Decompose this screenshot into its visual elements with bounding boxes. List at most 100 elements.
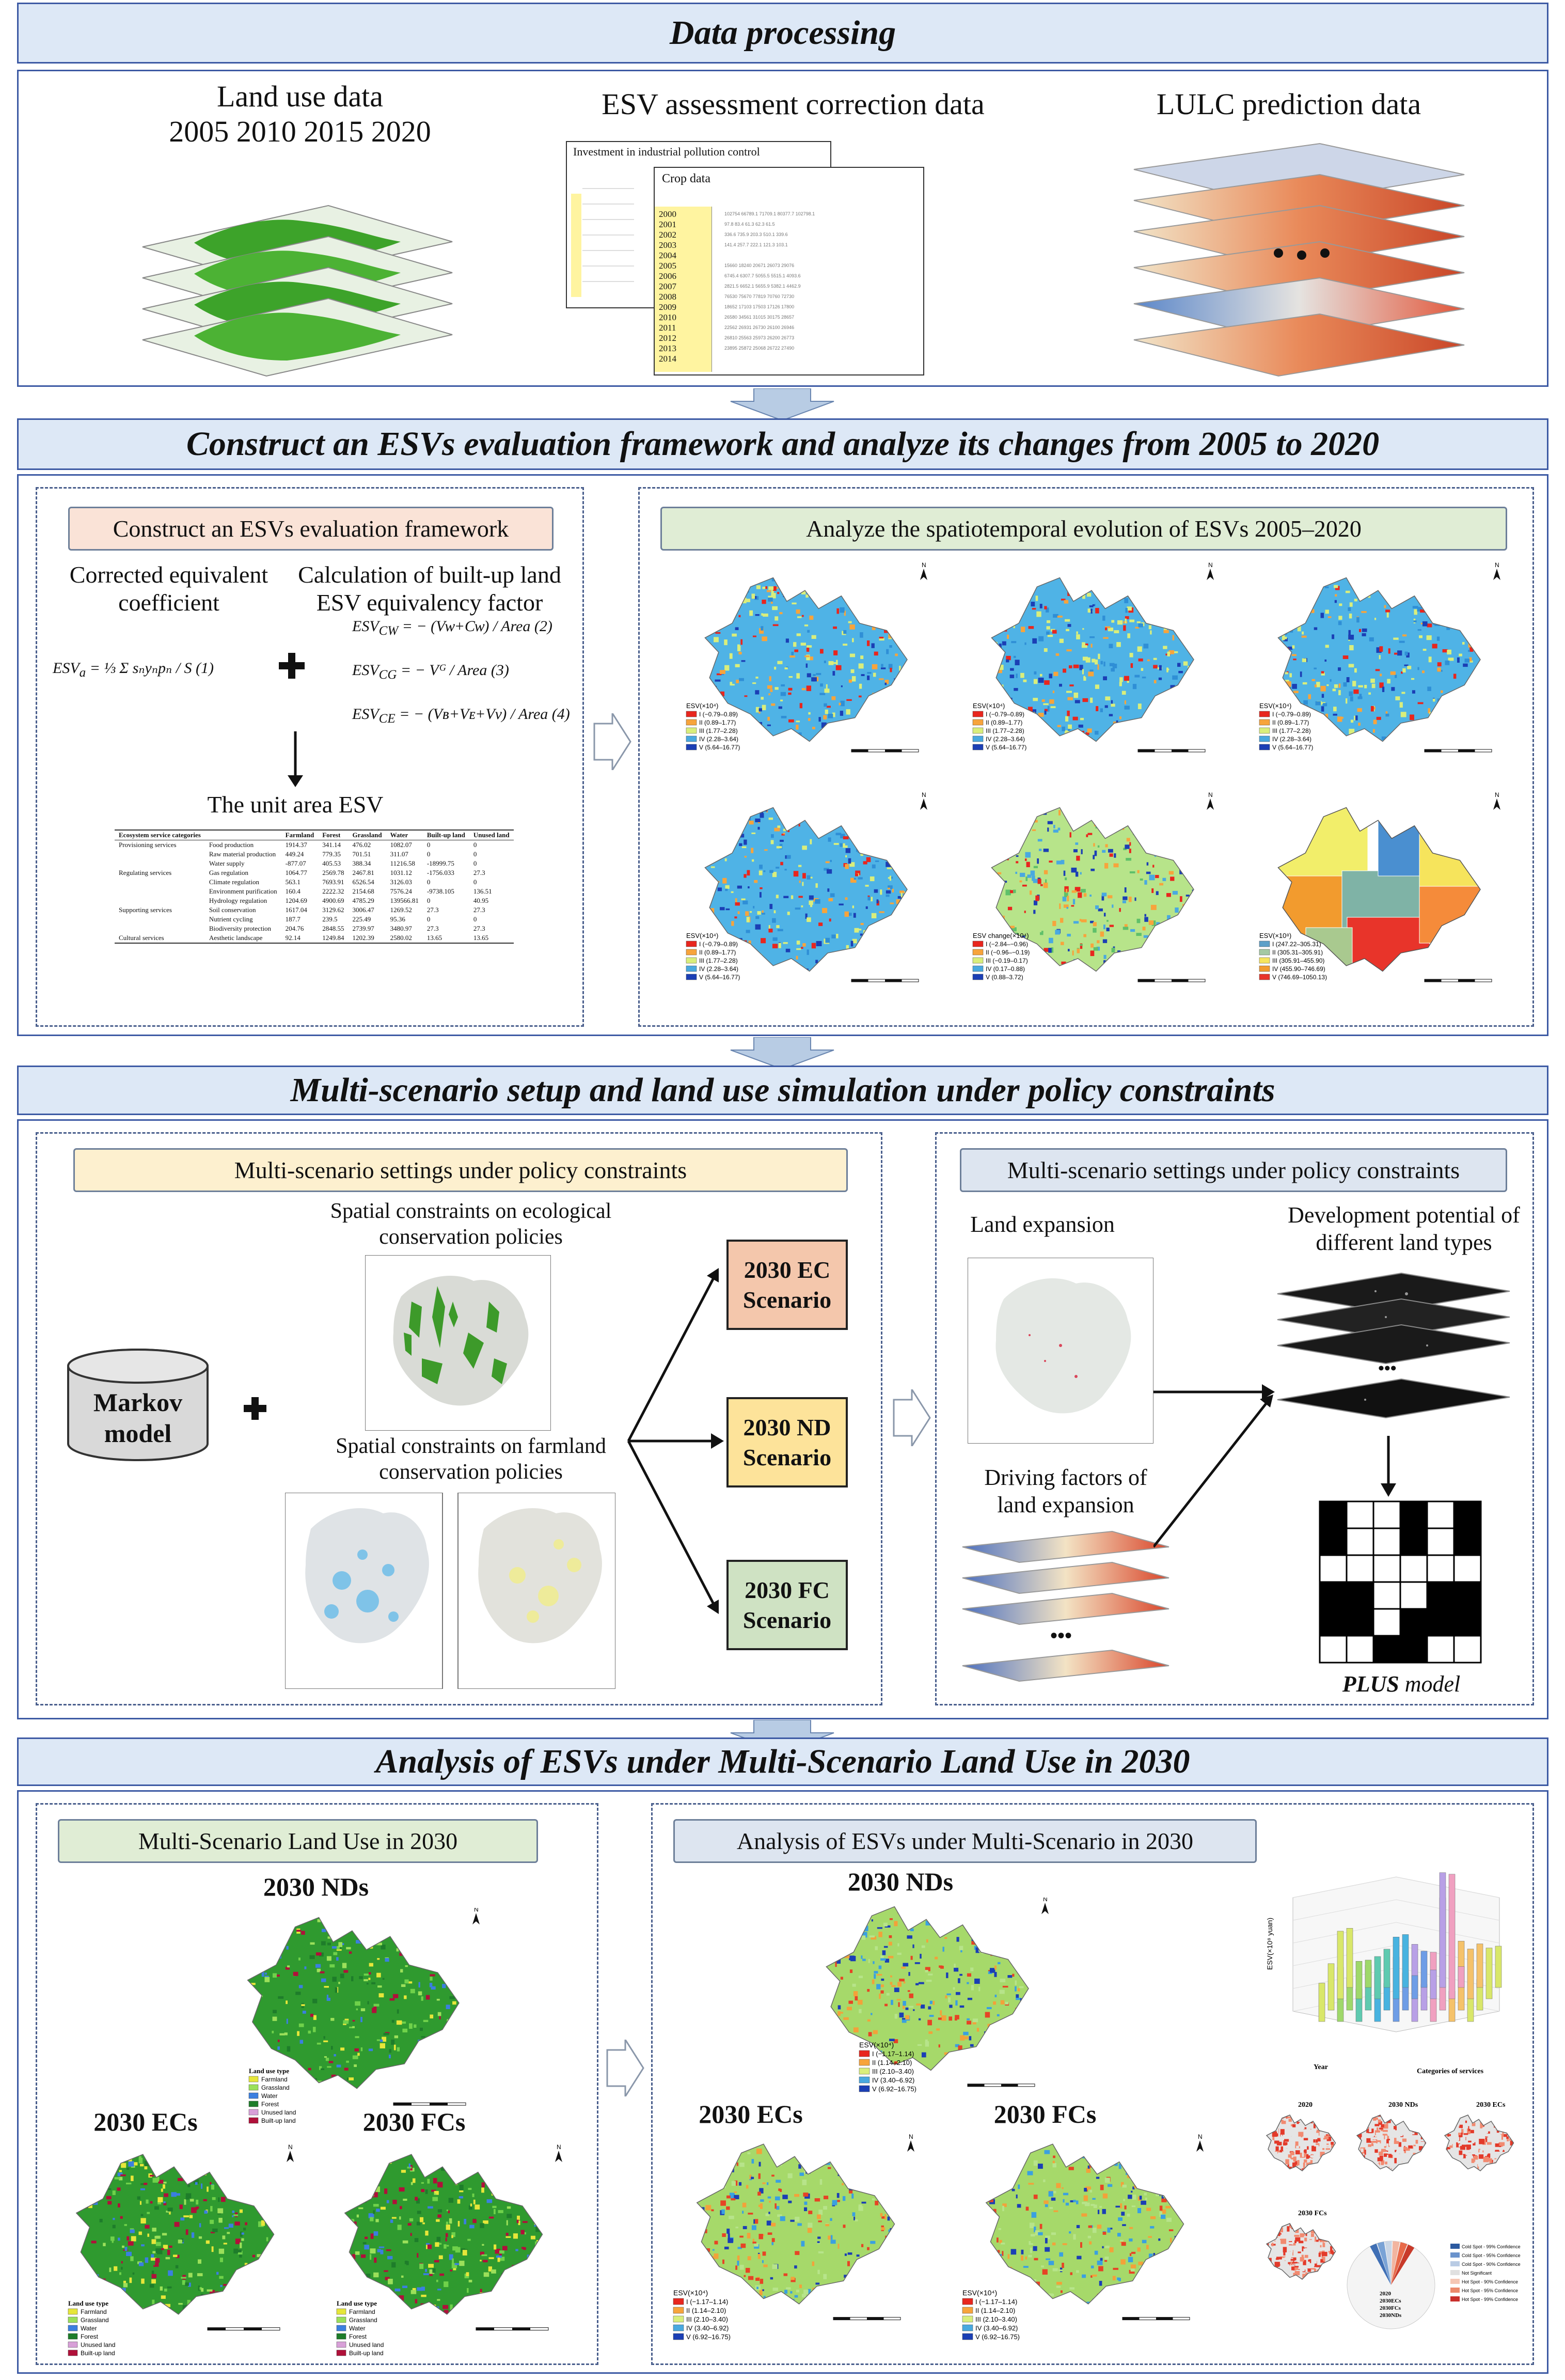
chevron-right-icon bbox=[606, 2040, 644, 2096]
legend-item: Hot Spot - 99% Confidence bbox=[1462, 2297, 1518, 2302]
legend-item: Grassland bbox=[349, 2316, 377, 2324]
grid-cell bbox=[1399, 1635, 1428, 1664]
formula-2: ESVCW = − (Vᴡ+Cᴡ) / Area (2) bbox=[352, 618, 552, 638]
pill-multi-left: Multi-scenario settings under policy con… bbox=[73, 1148, 848, 1192]
doc-year: 2004 bbox=[659, 250, 676, 260]
arrow-down-icon bbox=[1381, 1436, 1396, 1497]
pill-construct: Construct an ESVs evaluation framework bbox=[68, 507, 554, 551]
legend-item: I (−1.17–1.14) bbox=[686, 2298, 728, 2306]
framework-left-box: Construct an ESVs evaluation framework C… bbox=[36, 487, 584, 1027]
table-cell: 405.53 bbox=[322, 859, 341, 867]
plus-model-label: PLUS model bbox=[1342, 1671, 1461, 1697]
hotspot-title: 2030 FCs bbox=[1298, 2210, 1327, 2217]
plus-model-grid bbox=[1319, 1500, 1482, 1664]
legend-item: Forest bbox=[349, 2333, 367, 2340]
svg-text:N: N bbox=[474, 1908, 479, 1913]
table-cell: 136.51 bbox=[473, 887, 492, 895]
bar-3d bbox=[1495, 1946, 1502, 1988]
legend-item: III (305.91–455.90) bbox=[1272, 957, 1324, 964]
legend-item: Farmland bbox=[349, 2308, 375, 2315]
legend-item: I (−0.79–0.89) bbox=[699, 711, 738, 718]
doc-year: 2002 bbox=[659, 230, 676, 240]
legend-item: III (1.77–2.28) bbox=[1272, 727, 1311, 734]
svg-text:N: N bbox=[922, 791, 926, 798]
legend-item: V (6.92–16.75) bbox=[975, 2333, 1020, 2341]
table-header-cell: Ecosystem service categories bbox=[115, 829, 205, 840]
land-use-title: Land use data 2005 2010 2015 2020 bbox=[169, 80, 431, 149]
legend-title: ESV(×10⁴) bbox=[673, 2289, 708, 2297]
bar-3d bbox=[1318, 1983, 1325, 2022]
svg-text:N: N bbox=[922, 561, 926, 569]
eco-constraint-map bbox=[365, 1255, 551, 1431]
grid-cell bbox=[1399, 1608, 1428, 1637]
legend-item: V (5.64–16.77) bbox=[986, 744, 1026, 751]
table-cell: 2569.78 bbox=[322, 869, 344, 876]
table-cell bbox=[115, 878, 205, 887]
doc-year: 2010 bbox=[659, 312, 676, 322]
grid-cell bbox=[1453, 1608, 1482, 1637]
legend-item: IV (2.28–3.64) bbox=[699, 965, 738, 973]
legend-item: II (0.89–1.77) bbox=[699, 949, 736, 956]
table-header-cell: Unused land bbox=[469, 829, 514, 840]
table-cell: 0 bbox=[473, 878, 477, 886]
legend-title: ESV(×10⁴) bbox=[686, 932, 718, 940]
bar-3d bbox=[1476, 1944, 1483, 1988]
grid-cell bbox=[1319, 1635, 1348, 1664]
svg-text:336.6 735.9 203.3 510.1 339.6: 336.6 735.9 203.3 510.1 339.6 bbox=[724, 232, 788, 237]
grid-cell bbox=[1453, 1527, 1482, 1556]
grid-cell bbox=[1346, 1635, 1374, 1664]
grid-cell bbox=[1453, 1554, 1482, 1583]
eco-constraint-label: Spatial constraints on ecological conser… bbox=[330, 1199, 612, 1249]
table-cell: 3129.62 bbox=[322, 906, 344, 914]
table-cell: 1082.07 bbox=[390, 841, 412, 849]
grid-cell bbox=[1426, 1581, 1455, 1610]
doc-year: 2014 bbox=[659, 354, 676, 364]
farm-constraint-maps bbox=[285, 1493, 615, 1689]
legend-item: III (−0.19–0.17) bbox=[986, 957, 1028, 964]
svg-text:97.8 83.4 61.3 62.3 61.5: 97.8 83.4 61.3 62.3 61.5 bbox=[724, 222, 775, 227]
nds-title: 2030 NDs bbox=[263, 1872, 369, 1901]
svg-text:2821.5 6652.1 5655.9 5382.1 44: 2821.5 6652.1 5655.9 5382.1 4462.9 bbox=[724, 284, 801, 289]
analysis-right-box: Analysis of ESVs under Multi-Scenario in… bbox=[651, 1803, 1534, 2365]
grid-cell bbox=[1399, 1527, 1428, 1556]
table-cell: 95.36 bbox=[390, 915, 405, 923]
table-cell: Raw material production bbox=[209, 850, 276, 858]
farm-constraint-label: Spatial constraints on farmland conserva… bbox=[336, 1434, 606, 1484]
legend-title: ESV(×10⁴) bbox=[1259, 702, 1291, 710]
grid-cell bbox=[1399, 1581, 1428, 1610]
legend-item: V (0.88–3.72) bbox=[986, 974, 1023, 981]
doc-year: 2000 bbox=[659, 209, 676, 219]
flow-arrow-2 bbox=[730, 1037, 834, 1070]
table-cell: Nutrient cycling bbox=[209, 915, 253, 923]
chart-ylabel: ESV(×10⁸ yuan) bbox=[1266, 1918, 1274, 1970]
table-cell: 3480.97 bbox=[390, 925, 412, 932]
table-cell: Regulating services bbox=[119, 869, 172, 876]
legend-item: Not Significant bbox=[1462, 2271, 1492, 2276]
legend-item: IV (3.40–6.92) bbox=[872, 2076, 914, 2084]
esv-map-ecs: N ESV(×10⁴)I (−1.17–1.14)II (1.14–2.10)II… bbox=[673, 2133, 914, 2341]
table-cell: 239.5 bbox=[322, 915, 338, 923]
grid-cell bbox=[1372, 1608, 1401, 1637]
table-row: Cultural services Aesthetic landscape 92.1… bbox=[115, 933, 514, 944]
driving-factors-stack: ••• bbox=[962, 1530, 1169, 1682]
legend-item: III (2.10–3.40) bbox=[872, 2068, 914, 2075]
table-cell: 13.65 bbox=[469, 933, 514, 944]
legend-item: V (5.64–16.77) bbox=[1272, 744, 1313, 751]
unit-area-title: The unit area ESV bbox=[207, 791, 384, 818]
table-cell: 7693.91 bbox=[322, 878, 344, 886]
hotspot-title: 2030 NDs bbox=[1388, 2101, 1418, 2109]
legend-item: Unused land bbox=[81, 2341, 115, 2348]
bar-3d bbox=[1439, 1872, 1446, 1988]
table-cell: Soil conservation bbox=[209, 906, 256, 914]
grid-cell bbox=[1399, 1554, 1428, 1583]
table-cell: Hydrology regulation bbox=[209, 897, 267, 904]
table-cell: 27.3 bbox=[473, 869, 485, 876]
legend-item: IV (0.17–0.88) bbox=[986, 965, 1025, 973]
flow-arrow-1 bbox=[730, 388, 834, 421]
grid-cell bbox=[1319, 1608, 1348, 1637]
svg-text:15660 18240 20671 26073 29076: 15660 18240 20671 26073 29076 bbox=[724, 263, 794, 268]
bar-3d bbox=[1402, 1934, 1409, 1988]
pie-slice bbox=[1377, 2242, 1391, 2285]
table-cell: 11216.58 bbox=[390, 859, 415, 867]
